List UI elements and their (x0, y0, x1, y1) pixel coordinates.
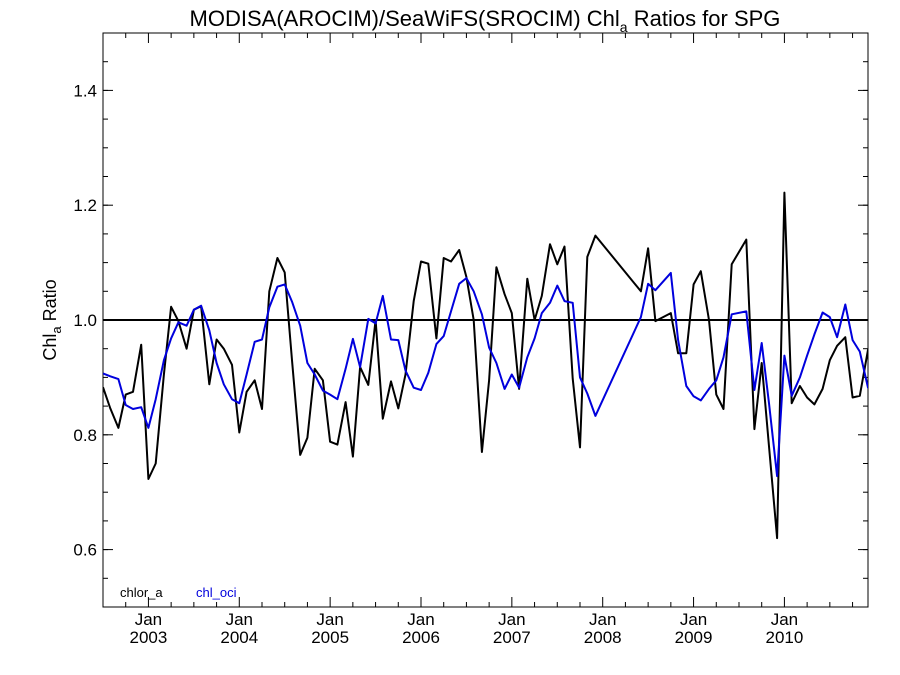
x-tick-label-month: Jan (226, 610, 253, 629)
x-tick-label-year: 2005 (311, 628, 349, 647)
series-line-chlor-a (103, 191, 868, 540)
x-tick-label-month: Jan (771, 610, 798, 629)
x-tick-label-year: 2003 (130, 628, 168, 647)
x-tick-label-month: Jan (316, 610, 343, 629)
y-tick-label: 1.0 (73, 311, 97, 330)
x-tick-label-year: 2007 (493, 628, 531, 647)
x-tick-label-year: 2008 (584, 628, 622, 647)
y-axis-title: Chla Ratio (40, 279, 64, 360)
y-tick-label: 0.8 (73, 426, 97, 445)
legend-label-chlor-a: chlor_a (120, 585, 163, 600)
x-tick-label-month: Jan (135, 610, 162, 629)
legend-label-chl-oci: chl_oci (196, 585, 237, 600)
y-tick-label: 1.4 (73, 81, 97, 100)
y-tick-label: 1.2 (73, 196, 97, 215)
x-tick-label-month: Jan (407, 610, 434, 629)
chart-title: MODISA(AROCIM)/SeaWiFS(SROCIM) Chla Rati… (190, 6, 781, 35)
x-tick-label-year: 2006 (402, 628, 440, 647)
x-tick-label-month: Jan (498, 610, 525, 629)
x-tick-label-month: Jan (680, 610, 707, 629)
x-tick-label-year: 2009 (675, 628, 713, 647)
y-tick-label: 0.6 (73, 541, 97, 560)
series-layer (103, 191, 868, 540)
x-tick-label-year: 2010 (765, 628, 803, 647)
x-tick-label-year: 2004 (220, 628, 258, 647)
x-tick-label-month: Jan (589, 610, 616, 629)
series-line-chl-oci (103, 271, 868, 478)
ticks-layer: 0.60.81.01.21.4Jan2003Jan2004Jan2005Jan2… (73, 32, 868, 647)
